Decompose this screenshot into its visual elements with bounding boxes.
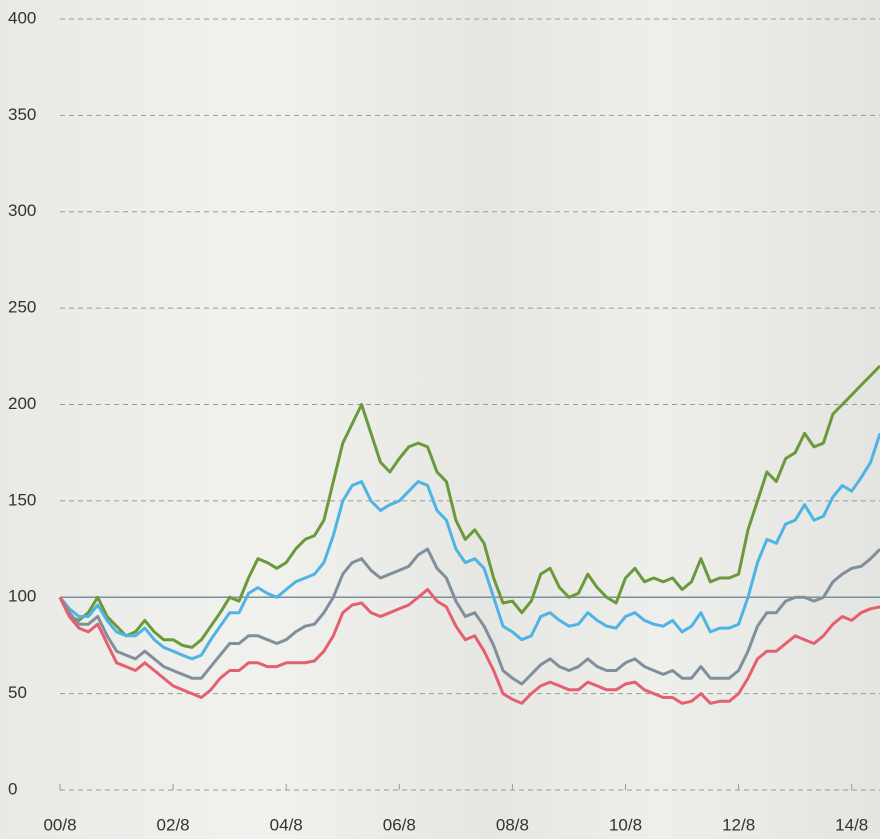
x-tick-label: 04/8 [270, 815, 303, 834]
y-tick-label: 350 [8, 105, 36, 124]
y-tick-label: 200 [8, 394, 36, 413]
background [0, 0, 880, 839]
y-tick-label: 150 [8, 490, 36, 509]
x-tick-label: 10/8 [609, 815, 642, 834]
y-tick-label: 0 [8, 779, 17, 798]
y-tick-label: 400 [8, 8, 36, 27]
chart: 0 50 100 150 200 250 300 350 400 00/8 02/8 04/8 06/8… [0, 0, 880, 839]
y-tick-label: 250 [8, 298, 36, 317]
x-tick-label: 00/8 [43, 815, 76, 834]
y-tick-label: 100 [8, 587, 36, 606]
y-tick-label: 300 [8, 201, 36, 220]
x-tick-label: 02/8 [157, 815, 190, 834]
x-tick-label: 06/8 [383, 815, 416, 834]
x-tick-label: 12/8 [722, 815, 755, 834]
y-tick-label: 50 [8, 683, 27, 702]
page: {"chart_data": {"type": "line", "categor… [0, 0, 880, 839]
x-tick-label: 08/8 [496, 815, 529, 834]
x-tick-label: 14/8 [835, 815, 868, 834]
